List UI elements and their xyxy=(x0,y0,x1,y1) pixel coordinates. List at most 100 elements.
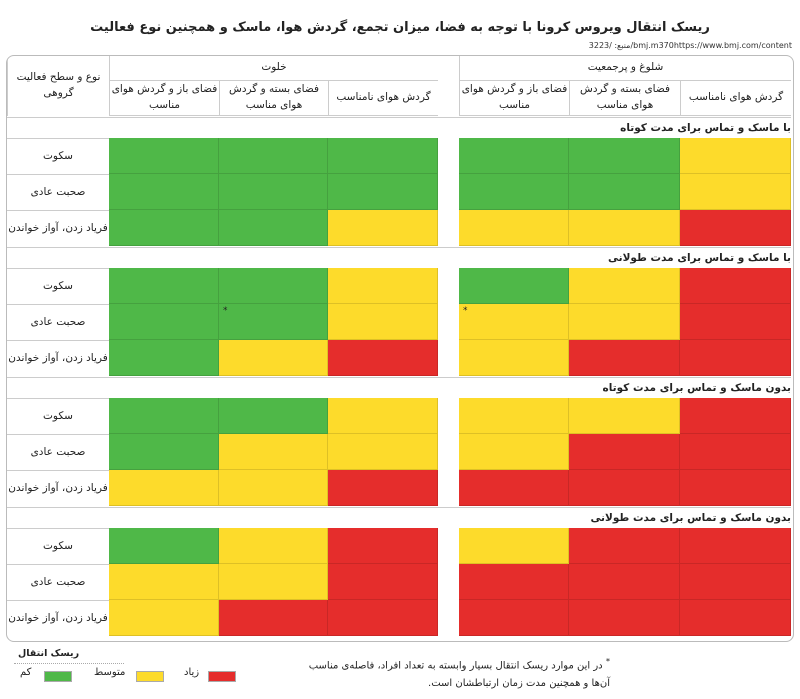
column-header: فضای بسته و گردش هوای مناسب xyxy=(569,81,680,116)
risk-cell-high xyxy=(680,210,791,246)
legend-high-swatch xyxy=(208,671,236,682)
legend-low-swatch xyxy=(44,671,72,682)
section-header: بدون ماسک و تماس برای مدت کوتاه xyxy=(7,377,791,398)
group-header: شلوغ و پرجمعیت xyxy=(459,56,791,81)
risk-cell-low xyxy=(328,174,438,210)
column-gap xyxy=(438,340,459,376)
risk-cell-low xyxy=(459,138,569,174)
row-label: فریاد زدن، آواز خواندن xyxy=(7,340,109,376)
risk-cell-low xyxy=(459,174,569,210)
column-gap xyxy=(438,174,459,210)
corner-header: نوع و سطح فعالیت گروهی xyxy=(7,56,109,116)
chart-title: ریسک انتقال ویروس کرونا با توجه به فضا، … xyxy=(90,20,710,35)
risk-cell-medium xyxy=(328,304,438,340)
risk-cell-medium xyxy=(219,470,328,506)
column-header: فضای باز و گردش هوای مناسب xyxy=(109,81,219,116)
risk-cell-medium xyxy=(328,434,438,470)
risk-cell-medium xyxy=(569,268,680,304)
section-title: با ماسک و تماس برای مدت طولانی xyxy=(608,252,791,264)
legend-low-label: کم xyxy=(20,667,32,678)
risk-cell-medium xyxy=(219,434,328,470)
column-header: گردش هوای نامناسب xyxy=(328,81,438,116)
risk-cell-medium xyxy=(459,434,569,470)
risk-cell-medium xyxy=(569,210,680,246)
risk-cell-medium xyxy=(328,210,438,246)
risk-cell-medium xyxy=(328,398,438,434)
legend-divider xyxy=(14,663,124,664)
column-header: فضای باز و گردش هوای مناسب xyxy=(459,81,569,116)
row-label: صحبت عادی xyxy=(7,304,109,340)
column-gap xyxy=(438,268,459,304)
column-gap xyxy=(438,398,459,434)
risk-cell-high xyxy=(680,304,791,340)
risk-cell-medium xyxy=(109,600,219,636)
risk-cell-high xyxy=(680,600,791,636)
legend-medium-label: متوسط xyxy=(94,667,126,678)
row-label: صحبت عادی xyxy=(7,174,109,210)
risk-cell-low xyxy=(109,398,219,434)
column-gap xyxy=(438,210,459,246)
row-label: فریاد زدن، آواز خواندن xyxy=(7,470,109,506)
risk-cell-high xyxy=(569,434,680,470)
risk-cell-low xyxy=(219,268,328,304)
column-gap xyxy=(438,600,459,636)
risk-cell-low xyxy=(219,138,328,174)
risk-cell-high xyxy=(459,470,569,506)
legend-title: ریسک انتقال xyxy=(18,648,80,659)
column-gap xyxy=(438,564,459,600)
row-label: سکوت xyxy=(7,138,109,174)
risk-cell-high xyxy=(680,340,791,376)
risk-cell-medium: * xyxy=(459,304,569,340)
risk-cell-low xyxy=(219,210,328,246)
risk-cell-medium xyxy=(680,174,791,210)
risk-cell-high xyxy=(459,600,569,636)
column-gap xyxy=(438,304,459,340)
risk-cell-medium xyxy=(459,340,569,376)
risk-cell-low xyxy=(328,138,438,174)
row-label: صحبت عادی xyxy=(7,434,109,470)
risk-cell-high xyxy=(328,340,438,376)
risk-cell-low xyxy=(219,398,328,434)
asterisk-mark: * xyxy=(223,306,228,316)
section-title: بدون ماسک و تماس برای مدت کوتاه xyxy=(602,382,791,394)
risk-cell-high xyxy=(328,600,438,636)
section-title: بدون ماسک و تماس برای مدت طولانی xyxy=(590,512,791,524)
risk-cell-medium xyxy=(569,398,680,434)
risk-cell-high xyxy=(569,600,680,636)
column-header: گردش هوای نامناسب xyxy=(680,81,791,116)
risk-cell-high xyxy=(328,528,438,564)
footnote-mark: * xyxy=(605,656,610,666)
section-title: با ماسک و تماس برای مدت کوتاه xyxy=(620,122,791,134)
risk-cell-low xyxy=(109,268,219,304)
risk-cell-medium xyxy=(219,528,328,564)
column-gap xyxy=(438,470,459,506)
row-label: فریاد زدن، آواز خواندن xyxy=(7,600,109,636)
footnote-text: در این موارد ریسک انتقال بسیار وابسته به… xyxy=(308,660,610,690)
legend-high-label: زیاد xyxy=(184,667,200,678)
risk-cell-low xyxy=(109,528,219,564)
row-label: سکوت xyxy=(7,528,109,564)
risk-cell-low xyxy=(109,210,219,246)
column-gap xyxy=(438,528,459,564)
risk-cell-high xyxy=(680,564,791,600)
risk-cell-medium xyxy=(109,470,219,506)
risk-cell-high xyxy=(680,398,791,434)
risk-cell-high xyxy=(569,340,680,376)
asterisk-mark: * xyxy=(463,306,468,316)
row-label: صحبت عادی xyxy=(7,564,109,600)
legend-medium-swatch xyxy=(136,671,164,682)
footnote: * در این موارد ریسک انتقال بسیار وابسته … xyxy=(300,654,610,693)
risk-cell-medium xyxy=(219,564,328,600)
risk-cell-medium xyxy=(109,564,219,600)
row-label: سکوت xyxy=(7,268,109,304)
risk-cell-low xyxy=(109,138,219,174)
risk-table: نوع و سطح فعالیت گروهی خلوت شلوغ و پرجمعیت… xyxy=(6,55,794,642)
column-header: فضای بسته و گردش هوای مناسب xyxy=(219,81,328,116)
risk-cell-high xyxy=(328,470,438,506)
section-header: بدون ماسک و تماس برای مدت طولانی xyxy=(7,507,791,528)
risk-cell-low xyxy=(109,434,219,470)
risk-cell-low: * xyxy=(219,304,328,340)
risk-cell-medium xyxy=(569,304,680,340)
risk-cell-low xyxy=(459,268,569,304)
risk-cell-high xyxy=(328,564,438,600)
